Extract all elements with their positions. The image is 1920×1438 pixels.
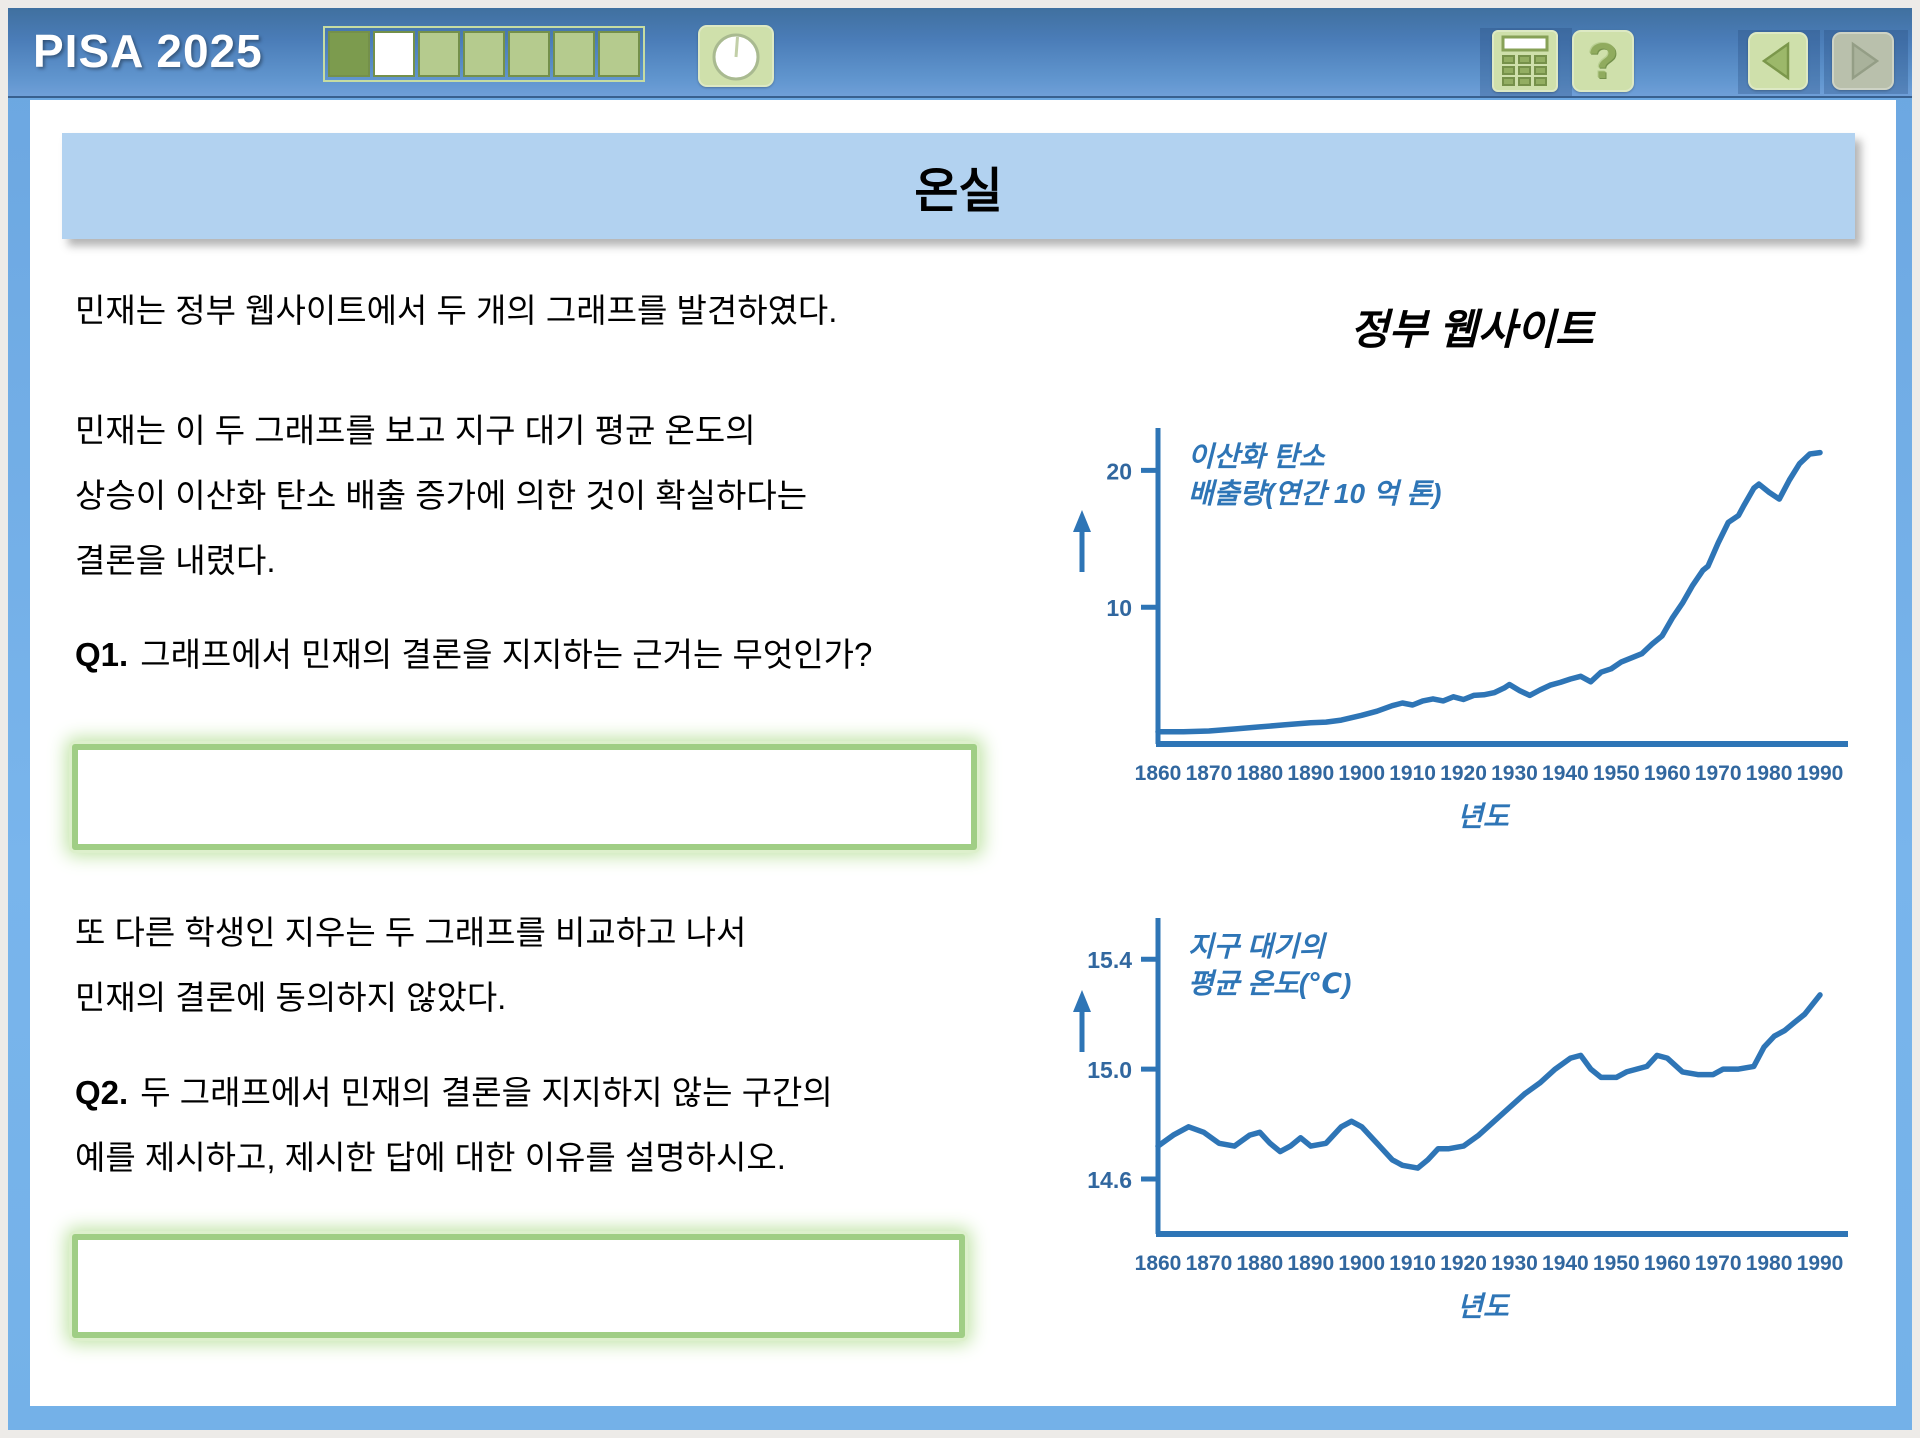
year-label: 1930 [1491,762,1538,785]
x-axis-title: 년도 [1457,1291,1511,1322]
year-label: 1890 [1287,1252,1334,1275]
chart-title-line: 지구 대기의 [1188,931,1328,962]
stimulus-paragraph-1: 민재는 정부 웹사이트에서 두 개의 그래프를 발견하였다. [75,292,838,329]
year-label: 1870 [1186,1252,1233,1275]
year-label: 1870 [1186,762,1233,785]
year-label: 1880 [1236,762,1283,785]
task-area: 온실 민재는 정부 웹사이트에서 두 개의 그래프를 발견하였다. 민재는 이 … [30,100,1896,1406]
y-tick-label: 15.4 [1087,947,1132,973]
chart-title-line: 평균 온도(℃) [1188,968,1351,999]
progress-cell-todo [553,31,595,77]
progress-cell-current [373,31,415,77]
year-label: 1860 [1135,762,1182,785]
data-line [1155,449,1823,735]
x-axis-title: 년도 [1457,801,1511,832]
question-2: Q2. 두 그래프에서 민재의 결론을 지지하지 않는 구간의 예를 제시하고, … [75,1074,833,1176]
year-label: 1910 [1389,1252,1436,1275]
year-label: 1860 [1135,1252,1182,1275]
year-label: 1980 [1746,762,1793,785]
year-label: 1990 [1797,762,1844,785]
stopwatch-icon [712,33,760,81]
year-label: 1900 [1338,762,1385,785]
year-label: 1900 [1338,1252,1385,1275]
chart-title-line: 이산화 탄소 [1188,441,1326,472]
help-button[interactable]: ? [1572,30,1634,92]
year-label: 1940 [1542,762,1589,785]
temperature-chart: 14.6 15.0 15.4 1860 1870 1880 1890 1900 1910 1920… [1073,918,1848,1322]
year-label: 1960 [1644,1252,1691,1275]
calculator-button[interactable] [1492,30,1558,92]
arrow-right-icon [1851,41,1880,81]
page-title: 온실 [914,165,1003,218]
year-label: 1990 [1797,1252,1844,1275]
forward-button[interactable] [1832,32,1894,90]
year-label: 1920 [1440,1252,1487,1275]
back-button[interactable] [1748,32,1808,90]
year-label: 1880 [1236,1252,1283,1275]
year-label: 1910 [1389,762,1436,785]
answer-input-q1[interactable] [72,744,977,850]
unit-title-bar: 온실 [62,133,1855,239]
y-axis-arrow-head [1073,990,1091,1012]
y-axis-arrow-head [1073,510,1091,532]
question-1: Q1. 그래프에서 민재의 결론을 지지하는 근거는 무엇인가? [75,636,873,673]
calculator-icon [1501,35,1549,86]
pisa-app-window: PISA 2025 ? [8,8,1912,1430]
year-label: 1980 [1746,1252,1793,1275]
question-mark-icon: ? [1587,33,1619,89]
chart-title-line: 배출량(연간 10 억 톤) [1188,478,1441,509]
answer-input-q2[interactable] [72,1234,965,1338]
progress-cell-done [328,31,370,77]
year-label: 1890 [1287,762,1334,785]
co2-emissions-chart: 10 20 1860 1870 1880 1890 1900 1910 1920 1930 1940… [1073,428,1848,832]
year-label: 1950 [1593,1252,1640,1275]
year-label: 1960 [1644,762,1691,785]
top-toolbar: PISA 2025 ? [8,8,1912,98]
y-tick-label: 14.6 [1087,1167,1132,1193]
progress-cell-todo [463,31,505,77]
data-line [1155,992,1823,1171]
year-label: 1970 [1695,1252,1742,1275]
progress-cell-todo [418,31,460,77]
panel-heading: 정부 웹사이트 [1350,306,1594,353]
year-label: 1920 [1440,762,1487,785]
progress-cell-todo [598,31,640,77]
arrow-left-icon [1761,41,1790,81]
stimulus-paragraph-3: 또 다른 학생인 지우는 두 그래프를 비교하고 나서 민재의 결론에 동의하지… [75,914,747,1016]
timer-button[interactable] [698,25,774,87]
app-title: PISA 2025 [33,25,263,77]
year-label: 1950 [1593,762,1640,785]
year-label: 1940 [1542,1252,1589,1275]
progress-bar [323,26,645,82]
y-tick-label: 20 [1106,458,1132,484]
y-tick-label: 15.0 [1087,1057,1132,1083]
progress-cell-todo [508,31,550,77]
year-label: 1970 [1695,762,1742,785]
y-tick-label: 10 [1106,595,1132,621]
stimulus-paragraph-2: 민재는 이 두 그래프를 보고 지구 대기 평균 온도의 상승이 이산화 탄소 … [75,412,808,579]
year-label: 1930 [1491,1252,1538,1275]
